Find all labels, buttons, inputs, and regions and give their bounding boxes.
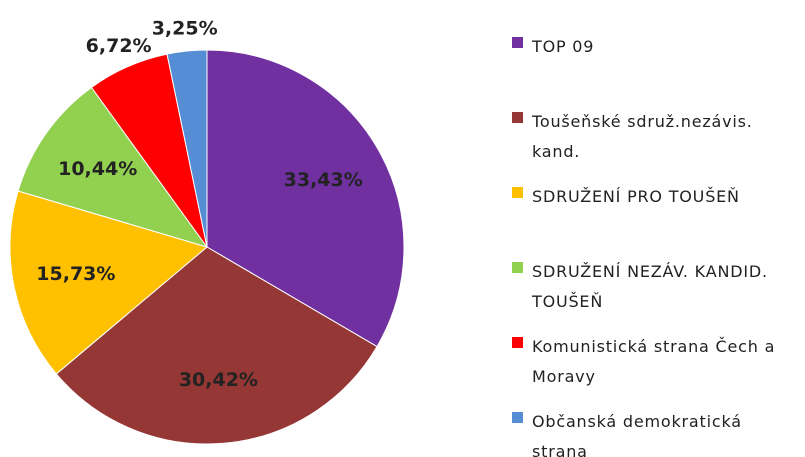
legend-entry: Komunistická strana Čech a Moravy — [512, 332, 802, 392]
legend-label: SDRUŽENÍ NEZÁV. KANDID. TOUŠEŇ — [532, 262, 768, 311]
pie-slice — [206, 49, 405, 348]
legend-label: Toušeňské sdruž.nezávis. kand. — [532, 112, 753, 161]
legend-entry: TOP 09 — [512, 32, 802, 62]
data-label: 6,72% — [86, 35, 152, 57]
legend-swatch — [512, 187, 523, 198]
legend-entry: SDRUŽENÍ PRO TOUŠEŇ — [512, 182, 802, 212]
legend-label: Komunistická strana Čech a Moravy — [532, 337, 776, 386]
legend-swatch — [512, 337, 523, 348]
pie-slice — [17, 86, 209, 248]
legend-swatch — [512, 262, 523, 273]
legend-entry: Občanská demokratická strana — [512, 407, 802, 457]
legend-swatch — [512, 37, 523, 48]
data-label: 30,42% — [179, 369, 258, 391]
legend-label: TOP 09 — [532, 37, 595, 56]
pie-slice — [166, 49, 208, 248]
legend-entry: Toušeňské sdruž.nezávis. kand. — [512, 107, 802, 167]
legend-swatch — [512, 112, 523, 123]
pie-slice — [55, 246, 378, 445]
legend-entry: SDRUŽENÍ NEZÁV. KANDID. TOUŠEŇ — [512, 257, 802, 317]
data-label: 15,73% — [36, 263, 115, 285]
data-label: 3,25% — [152, 18, 218, 40]
data-label: 33,43% — [284, 169, 363, 191]
legend-label: SDRUŽENÍ PRO TOUŠEŇ — [532, 187, 740, 206]
legend-label: Občanská demokratická strana — [532, 412, 742, 457]
legend-swatch — [512, 412, 523, 423]
data-label: 10,44% — [58, 158, 137, 180]
pie-slice — [9, 190, 209, 375]
